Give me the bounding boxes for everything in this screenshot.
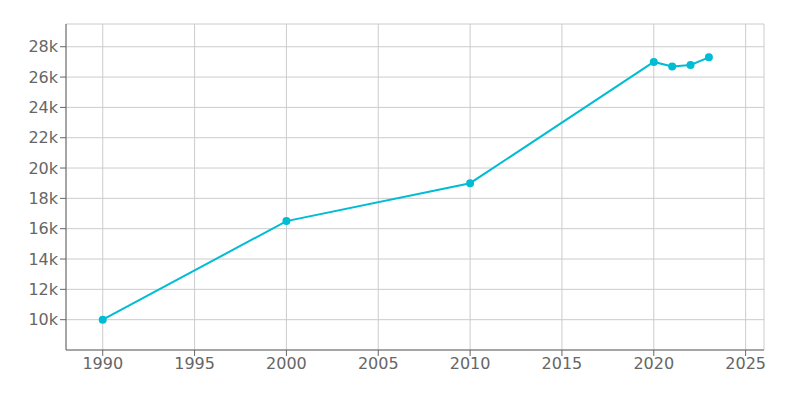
svg-text:2010: 2010 xyxy=(450,354,491,373)
svg-text:12k: 12k xyxy=(28,280,58,299)
svg-text:1995: 1995 xyxy=(174,354,215,373)
svg-text:2020: 2020 xyxy=(633,354,674,373)
svg-text:2000: 2000 xyxy=(266,354,307,373)
svg-text:2005: 2005 xyxy=(358,354,399,373)
svg-text:16k: 16k xyxy=(28,219,58,238)
svg-text:2025: 2025 xyxy=(725,354,766,373)
svg-text:14k: 14k xyxy=(28,250,58,269)
svg-text:20k: 20k xyxy=(28,159,58,178)
svg-text:10k: 10k xyxy=(28,310,58,329)
svg-text:18k: 18k xyxy=(28,189,58,208)
svg-text:2015: 2015 xyxy=(542,354,583,373)
svg-text:22k: 22k xyxy=(28,128,58,147)
svg-text:1990: 1990 xyxy=(82,354,123,373)
svg-text:28k: 28k xyxy=(28,37,58,56)
svg-text:26k: 26k xyxy=(28,68,58,87)
svg-text:24k: 24k xyxy=(28,98,58,117)
